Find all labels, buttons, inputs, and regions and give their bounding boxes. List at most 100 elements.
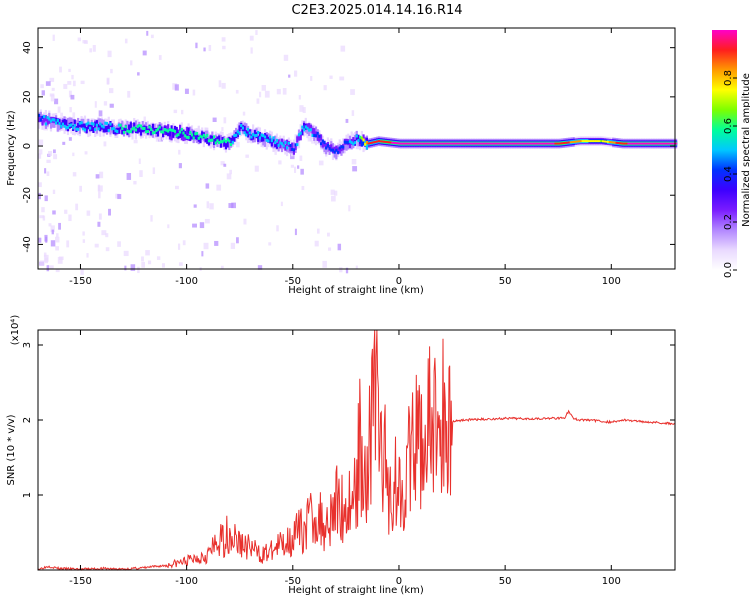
noise-speckle: [82, 239, 86, 243]
noise-speckle: [110, 68, 113, 74]
ridge-cell: [235, 133, 238, 137]
ridge-cell: [233, 135, 236, 142]
ridge-cell: [318, 134, 321, 138]
ridge-cell: [279, 142, 282, 149]
ridge-cell: [160, 126, 163, 133]
ridge-cell: [229, 137, 233, 144]
ridge-cell: [119, 123, 122, 127]
ridge-cell: [564, 141, 567, 144]
ridge-cell: [367, 142, 370, 145]
ridge-cell: [189, 131, 192, 135]
ridge-cell: [318, 135, 321, 142]
x-tick-label: 50: [499, 576, 512, 587]
noise-speckle: [105, 247, 110, 252]
ridge-cell: [472, 142, 476, 145]
ridge-cell: [669, 142, 673, 145]
noise-speckle: [327, 232, 330, 237]
noise-speckle: [46, 265, 50, 272]
ridge-cell: [420, 142, 423, 145]
ridge-cell: [170, 125, 173, 132]
ridge-cell: [221, 140, 224, 144]
ridge-cell: [313, 133, 316, 137]
noise-speckle: [105, 233, 109, 238]
ridge-cell: [94, 121, 97, 128]
noise-speckle: [205, 183, 210, 189]
noise-speckle: [150, 215, 153, 222]
ridge-cell: [573, 140, 576, 143]
ridge-cell: [195, 131, 199, 135]
noise-speckle: [97, 221, 101, 227]
ridge-cell: [124, 125, 127, 129]
noise-speckle: [264, 90, 270, 98]
noise-speckle: [137, 72, 140, 76]
ridge-cell: [517, 142, 520, 145]
ridge-cell: [56, 118, 59, 122]
noise-speckle: [48, 150, 53, 157]
ridge-cell: [528, 142, 532, 145]
ridge-cell: [90, 122, 93, 126]
noise-speckle: [39, 215, 44, 219]
ridge-cell: [78, 121, 81, 125]
ridge-cell: [503, 142, 506, 145]
ridge-cell: [146, 130, 149, 134]
noise-speckle: [43, 252, 47, 257]
ridge-cell: [170, 128, 173, 132]
snr-x-axis: -150 -100 -50 0 50 100: [69, 330, 621, 587]
ridge-cell: [129, 130, 132, 134]
ridge-cell: [432, 142, 435, 145]
ridge-cell: [78, 124, 81, 134]
ridge-cell: [547, 142, 550, 145]
noise-speckle: [173, 109, 178, 114]
ridge-cell: [148, 125, 151, 129]
ridge-cell: [364, 142, 367, 146]
ridge-cell: [121, 128, 124, 135]
ridge-cell: [116, 130, 119, 134]
x-tick-label: -150: [69, 276, 92, 287]
ridge-cell: [173, 125, 177, 132]
noise-speckle: [329, 75, 333, 79]
ridge-cell: [644, 142, 647, 145]
ridge-cell: [178, 124, 182, 135]
ridge-cell: [578, 140, 581, 143]
noise-speckle: [206, 201, 210, 209]
ridge-cell: [641, 142, 644, 145]
ridge-cell: [311, 127, 314, 134]
ridge-cell: [192, 130, 195, 137]
ridge-cell: [603, 140, 606, 143]
noise-speckle: [302, 107, 306, 114]
noise-speckle: [124, 38, 128, 44]
ridge-cell: [360, 136, 363, 140]
noise-speckle: [55, 246, 59, 251]
ridge-cell: [187, 131, 190, 141]
ridge-cell: [197, 125, 200, 141]
ridge-cell: [260, 133, 263, 137]
spectrogram-panel: -150 -100 -50 0 50 100 -40 -20 0 20 40 Height of …: [6, 27, 678, 296]
ridge-cell: [624, 142, 627, 145]
noise-speckle: [195, 42, 198, 49]
ridge-cell: [192, 136, 195, 140]
ridge-cell: [282, 144, 285, 148]
noise-speckle: [39, 260, 45, 266]
noise-speckle: [172, 83, 178, 90]
ridge-cell: [379, 140, 382, 143]
ridge-cell: [153, 127, 156, 134]
noise-speckle: [254, 165, 259, 172]
ridge-cell: [212, 138, 216, 145]
ridge-cell: [82, 123, 85, 130]
ridge-cell: [63, 119, 66, 126]
noise-speckle: [294, 166, 297, 173]
noise-speckle: [75, 203, 79, 211]
ridge-cell: [493, 142, 496, 145]
ridge-cell: [262, 134, 265, 138]
ridge-cell: [491, 142, 494, 145]
noise-speckle: [55, 268, 60, 273]
ridge-cell: [265, 134, 268, 141]
ridge-cell: [649, 142, 652, 145]
ridge-cell: [238, 125, 241, 132]
ridge-cell: [46, 116, 49, 120]
ridge-cell: [654, 142, 657, 145]
ridge-cell: [195, 133, 199, 140]
ridge-cell: [330, 144, 333, 151]
ridge-cell: [163, 127, 166, 131]
noise-speckle: [294, 70, 298, 77]
